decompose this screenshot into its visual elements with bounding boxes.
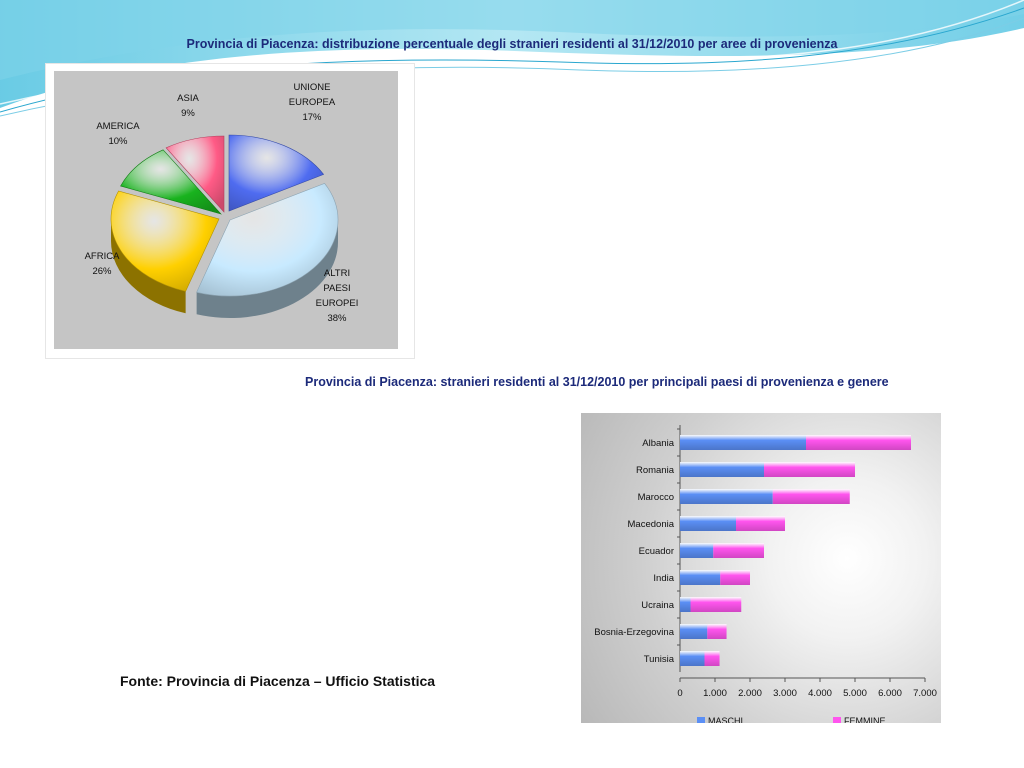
pie-slice: [120, 149, 222, 215]
pie-slice: [165, 135, 225, 213]
bar-femmine: [690, 597, 742, 612]
bar-chart: Albania Romania Marocco Macedonia Ecuador Ind…: [594, 425, 937, 726]
bar-femmine: [713, 543, 764, 558]
x-tick-label: 3.000: [773, 688, 797, 699]
pie-slice-label: AMERICA 10%: [96, 121, 140, 147]
bar-maschi: [680, 435, 806, 450]
pie-chart-panel: UNIONE EUROPEA 17% ALTRI PAESI EUROPEI 38% AFRI…: [54, 71, 398, 349]
bar-femmine: [720, 570, 750, 585]
pie-slice: [110, 190, 220, 292]
category-label: Ucraina: [641, 600, 674, 611]
pie-slice-side: [111, 219, 186, 314]
pie-slice-label: ALTRI PAESI EUROPEI 38%: [316, 268, 359, 324]
pie-chart: UNIONE EUROPEA 17% ALTRI PAESI EUROPEI 38% AFRI…: [85, 82, 359, 324]
bar-maschi: [680, 489, 773, 504]
legend-label: MASCHI: [708, 716, 743, 723]
category-label: Ecuador: [639, 546, 674, 557]
pie-slice-label: ASIA 9%: [177, 93, 199, 119]
legend-label: FEMMINE: [844, 716, 886, 723]
bar-maschi: [680, 462, 764, 477]
bar-femmine: [736, 516, 785, 531]
bar-maschi: [680, 570, 721, 585]
pie-slice-label: AFRICA 26%: [85, 251, 121, 277]
x-tick-label: 0: [677, 688, 682, 699]
pie-slice-side: [196, 220, 338, 318]
source-note: Fonte: Provincia di Piacenza – Ufficio S…: [120, 673, 436, 689]
category-label: Macedonia: [628, 519, 675, 530]
pie-slice: [228, 134, 325, 212]
x-tick-label: 2.000: [738, 688, 762, 699]
category-label: Marocco: [638, 492, 674, 503]
bar-femmine: [707, 624, 727, 639]
legend-swatch: [833, 717, 841, 724]
bar-femmine: [806, 435, 911, 450]
x-tick-label: 5.000: [843, 688, 867, 699]
category-label: India: [653, 573, 674, 584]
pie-slice-label: UNIONE EUROPEA 17%: [289, 82, 336, 123]
category-label: Tunisia: [644, 654, 675, 665]
bar-maschi: [680, 516, 736, 531]
x-tick-label: 1.000: [703, 688, 727, 699]
bar-chart-frame: Albania Romania Marocco Macedonia Ecuador Ind…: [575, 407, 945, 730]
legend-swatch: [697, 717, 705, 724]
x-tick-label: 6.000: [878, 688, 902, 699]
bar-femmine: [704, 651, 720, 666]
bar-femmine: [764, 462, 855, 477]
category-label: Bosnia-Erzegovina: [594, 627, 674, 638]
x-tick-label: 4.000: [808, 688, 832, 699]
category-label: Romania: [636, 465, 675, 476]
pie-chart-title: Provincia di Piacenza: distribuzione per…: [186, 37, 838, 51]
category-label: Albania: [642, 438, 674, 449]
bar-femmine: [772, 489, 850, 504]
bar-maschi: [680, 597, 691, 612]
x-tick-label: 7.000: [913, 688, 937, 699]
bar-maschi: [680, 543, 714, 558]
bar-maschi: [680, 624, 708, 639]
pie-slice: [196, 183, 339, 297]
bar-maschi: [680, 651, 705, 666]
bar-chart-title: Provincia di Piacenza: stranieri residen…: [305, 375, 889, 389]
bar-chart-panel: Albania Romania Marocco Macedonia Ecuador Ind…: [581, 413, 941, 726]
pie-chart-frame: UNIONE EUROPEA 17% ALTRI PAESI EUROPEI 38% AFRI…: [45, 63, 415, 359]
